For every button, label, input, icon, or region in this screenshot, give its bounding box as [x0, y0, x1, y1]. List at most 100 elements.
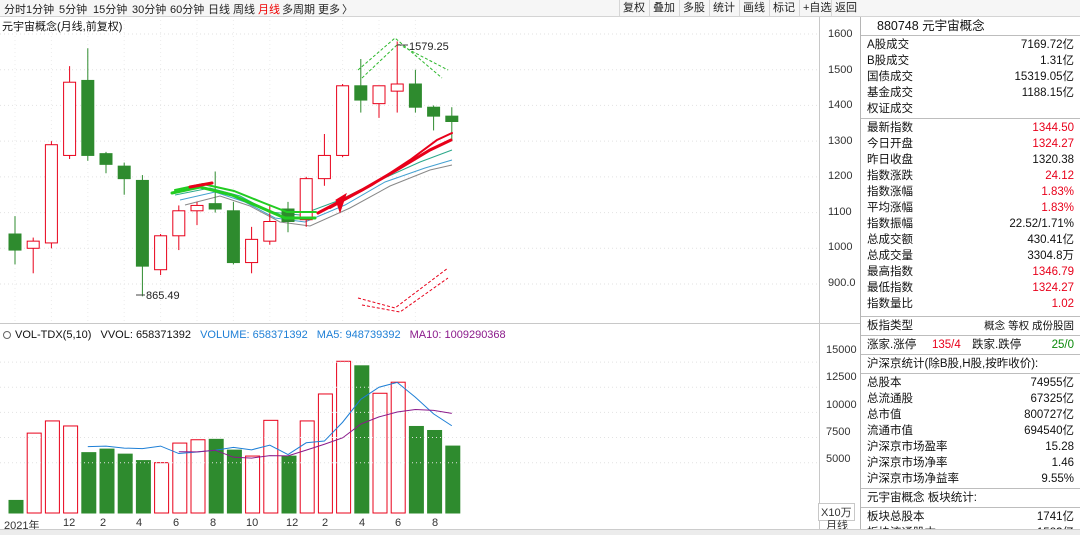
- x-tick: 12: [286, 517, 299, 529]
- separator: [861, 35, 1080, 36]
- volume-bar: [445, 445, 461, 514]
- volume-bar: [8, 499, 24, 514]
- price-tick: 1000: [828, 241, 853, 253]
- volume-bars: [0, 360, 819, 514]
- index-stat-row: 最低指数 1324.27: [867, 282, 1074, 294]
- x-tick: 6: [395, 517, 402, 529]
- volume-bar: [44, 420, 60, 514]
- price-tick: 1200: [828, 170, 853, 182]
- volume-legend: VOL-TDX(5,10) VVOL: 658371392 VOLUME: 65…: [15, 329, 512, 341]
- tab-timeframe-3[interactable]: 15分钟: [93, 4, 128, 16]
- red-trend-line: [188, 181, 214, 189]
- tab-timeframe-10[interactable]: 更多: [318, 4, 340, 16]
- separator: [861, 373, 1080, 374]
- index-stat-row: 平均涨幅 1.83%: [867, 202, 1074, 214]
- trend-arrows: [170, 132, 453, 220]
- chart-title: 元宇宙概念(月线,前复权): [2, 21, 123, 33]
- volume-tick: 15000: [826, 344, 857, 356]
- tab-timeframe-9[interactable]: 多周期: [282, 4, 315, 16]
- kline-chart[interactable]: 1579.25 865.49: [0, 0, 860, 535]
- market-row: 总流通股 67325亿: [867, 393, 1074, 405]
- board-type-row: 板指类型 概念 等权 成份股固: [867, 320, 1074, 332]
- tab-timeframe-6[interactable]: 日线: [208, 4, 230, 16]
- index-stat-row: 指数振幅 22.52/1.71%: [867, 218, 1074, 230]
- volume-bar: [354, 365, 370, 514]
- red-trend-line: [329, 132, 453, 209]
- volume-tick: 5000: [826, 453, 851, 465]
- volume-bar: [263, 419, 279, 514]
- bottom-tab-strip[interactable]: [0, 529, 1080, 535]
- button-back[interactable]: 返回: [831, 0, 860, 16]
- tab-timeframe-8[interactable]: 月线: [258, 4, 280, 16]
- volume-bar: [281, 455, 297, 514]
- turnover-row: A股成交 7169.72亿: [867, 39, 1074, 51]
- candle: [99, 153, 113, 165]
- tab-timeframe-5[interactable]: 60分钟: [170, 4, 205, 16]
- index-stat-row: 指数涨幅 1.83%: [867, 186, 1074, 198]
- candle: [408, 83, 422, 108]
- index-stat-row: 最高指数 1346.79: [867, 266, 1074, 278]
- turnover-row: B股成交 1.31亿: [867, 55, 1074, 67]
- volume-tick: 10000: [826, 399, 857, 411]
- price-tick: 1300: [828, 135, 853, 147]
- candle: [336, 85, 350, 156]
- price-tick: 1500: [828, 64, 853, 76]
- volume-bar: [172, 442, 188, 514]
- separator: [861, 488, 1080, 489]
- volume-bar: [390, 381, 406, 514]
- candle: [81, 79, 95, 156]
- tab-timeframe-7[interactable]: 周线: [233, 4, 255, 16]
- high-marker-text: 1579.25: [409, 41, 449, 53]
- tab-timeframe-4[interactable]: 30分钟: [132, 4, 167, 16]
- x-tick: 2: [100, 517, 107, 529]
- tab-timeframe-0[interactable]: 分时: [4, 4, 26, 16]
- button-adjust[interactable]: 复权: [619, 0, 648, 16]
- tab-timeframe-1[interactable]: 1分钟: [26, 4, 55, 16]
- axis-divider: [819, 17, 820, 529]
- index-stat-row: 今日开盘 1324.27: [867, 138, 1074, 150]
- volume-unit: X10万: [818, 503, 855, 521]
- panel-divider: [0, 323, 860, 324]
- button-multi-stock[interactable]: 多股: [679, 0, 708, 16]
- turnover-row: 国债成交 15319.05亿: [867, 71, 1074, 83]
- candle: [263, 221, 277, 242]
- candle: [299, 178, 313, 221]
- volume-tick: 7500: [826, 426, 851, 438]
- price-tick: 1400: [828, 99, 853, 111]
- x-tick: 10: [246, 517, 259, 529]
- index-stat-row: 指数量比 1.02: [867, 298, 1074, 310]
- more-chevron-icon[interactable]: 〉: [342, 4, 353, 16]
- market-row: 沪深京市场盈率 15.28: [867, 441, 1074, 453]
- separator: [861, 118, 1080, 119]
- price-tick: 1100: [828, 206, 852, 218]
- candle: [372, 85, 386, 105]
- candle: [63, 81, 77, 156]
- button-stats[interactable]: 统计: [709, 0, 738, 16]
- market-row: 总市值 800727亿: [867, 409, 1074, 421]
- market-row: 沪深京市场净率 1.46: [867, 457, 1074, 469]
- tab-timeframe-2[interactable]: 5分钟: [59, 4, 88, 16]
- separator: [861, 335, 1080, 336]
- candle: [154, 235, 168, 271]
- button-mark[interactable]: 标记: [769, 0, 798, 16]
- market-row: 流通市值 694540亿: [867, 425, 1074, 437]
- limits-row: 涨家.涨停 135/4 跌家.跌停 25/0: [867, 339, 1074, 351]
- volume-bar: [372, 392, 388, 514]
- volume-bar: [135, 460, 151, 514]
- market-row: 总股本 74955亿: [867, 377, 1074, 389]
- volume-bar: [245, 455, 261, 514]
- separator: [861, 507, 1080, 508]
- volume-bar: [317, 393, 333, 514]
- market-title: 沪深京统计(除B股,H股,按昨收价):: [867, 358, 1039, 370]
- candle: [135, 179, 149, 267]
- button-add-favorite[interactable]: +自选: [799, 0, 834, 16]
- volume-bar: [427, 429, 443, 514]
- candle: [8, 233, 22, 251]
- candle: [317, 154, 331, 180]
- fan-line: [361, 43, 449, 79]
- button-overlay[interactable]: 叠加: [649, 0, 678, 16]
- button-draw-line[interactable]: 画线: [739, 0, 768, 16]
- volume-bar: [299, 420, 315, 514]
- x-tick: 2: [322, 517, 329, 529]
